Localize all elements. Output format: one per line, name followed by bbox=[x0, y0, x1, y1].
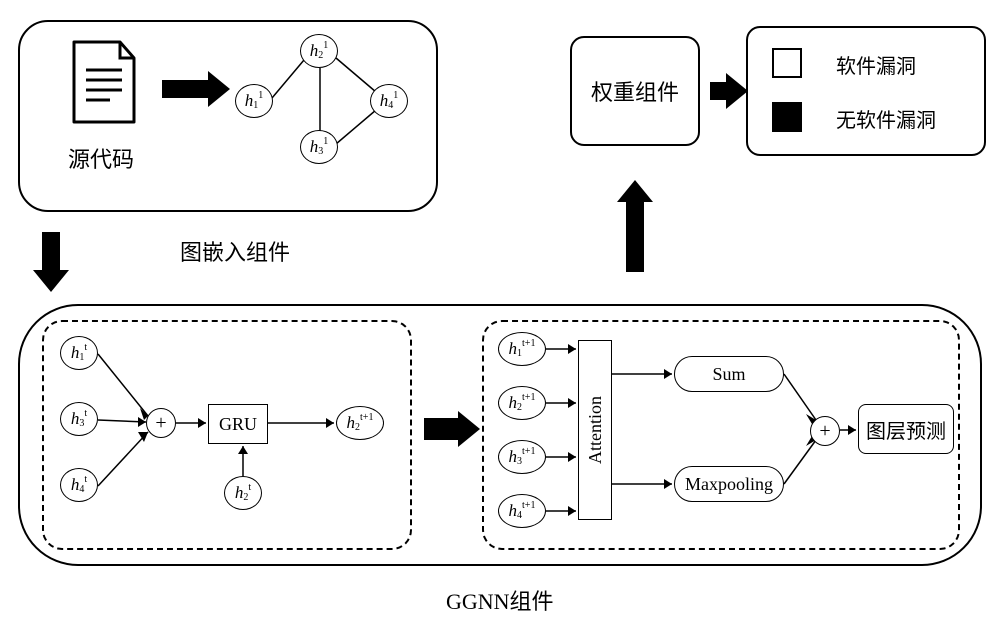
ggnn-label: GGNN组件 bbox=[446, 584, 554, 616]
right-edges bbox=[0, 0, 1000, 570]
right-plus: + bbox=[810, 416, 840, 446]
maxpool-label: Maxpooling bbox=[685, 474, 773, 495]
maxpool-box: Maxpooling bbox=[674, 466, 784, 502]
attention-box: Attention bbox=[578, 340, 612, 520]
pred-label: 图层预测 bbox=[866, 415, 946, 444]
sum-box: Sum bbox=[674, 356, 784, 392]
attention-label: Attention bbox=[585, 396, 606, 464]
pred-box: 图层预测 bbox=[858, 404, 954, 454]
sum-label: Sum bbox=[712, 364, 745, 385]
